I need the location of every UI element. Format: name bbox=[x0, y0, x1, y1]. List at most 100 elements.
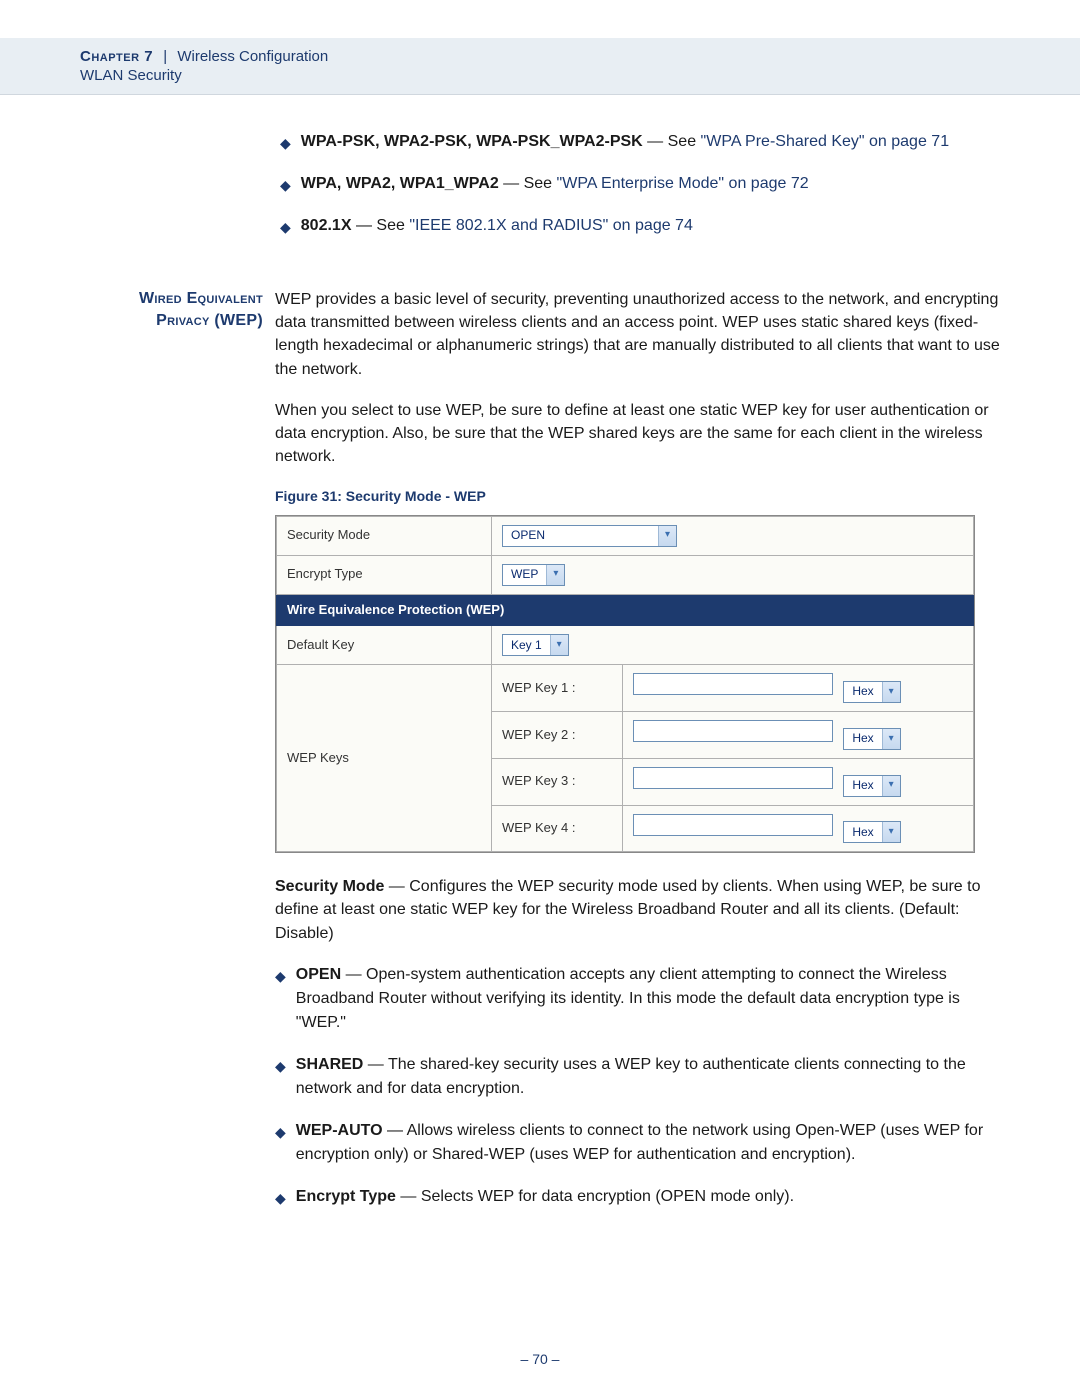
wep-key-1-input[interactable] bbox=[633, 673, 833, 695]
side-heading-line1: Wired Equivalent bbox=[139, 290, 263, 307]
chevron-down-icon: ▾ bbox=[882, 822, 900, 842]
chevron-down-icon: ▾ bbox=[882, 682, 900, 702]
select-value: WEP bbox=[503, 566, 546, 583]
select-value: Key 1 bbox=[503, 637, 550, 654]
diamond-bullet-icon: ◆ bbox=[275, 1122, 286, 1143]
list-item: ◆ WPA-PSK, WPA2-PSK, WPA-PSK_WPA2-PSK — … bbox=[280, 130, 1000, 154]
bullet-bold: 802.1X bbox=[301, 217, 352, 234]
wep-key-input-cell: Hex▾ bbox=[622, 712, 973, 758]
select-value: OPEN bbox=[503, 527, 553, 544]
page-footer: – 70 – bbox=[0, 1351, 1080, 1369]
header-subsection: WLAN Security bbox=[80, 67, 1080, 84]
para-bold-lead: Security Mode bbox=[275, 878, 384, 895]
section-body: WEP provides a basic level of security, … bbox=[275, 288, 1000, 1227]
select-value: Hex bbox=[844, 824, 881, 841]
bullet-bold: SHARED bbox=[296, 1056, 364, 1073]
chapter-label: Chapter 7 bbox=[80, 48, 153, 65]
section-side-heading: Wired Equivalent Privacy (WEP) bbox=[80, 288, 275, 331]
wep-key-4-input[interactable] bbox=[633, 814, 833, 836]
wep-key-row: WEP Key 3 : Hex▾ bbox=[492, 758, 974, 805]
table-row: Security Mode OPEN ▾ bbox=[277, 516, 974, 555]
diamond-bullet-icon: ◆ bbox=[275, 1188, 286, 1209]
wep-key-row: WEP Key 1 : Hex▾ bbox=[492, 665, 974, 712]
list-item: ◆ OPEN — Open-system authentication acce… bbox=[275, 963, 1000, 1035]
wep-key-input-cell: Hex▾ bbox=[622, 759, 973, 805]
table-row: Encrypt Type WEP ▾ bbox=[277, 555, 974, 594]
page-header: Chapter 7 | Wireless Configuration WLAN … bbox=[0, 38, 1080, 95]
bullet-rest: — Open-system authentication accepts any… bbox=[296, 966, 960, 1031]
wep-key-2-format-select[interactable]: Hex▾ bbox=[843, 728, 900, 750]
wep-key-3-format-select[interactable]: Hex▾ bbox=[843, 775, 900, 797]
table-row: Default Key Key 1 ▾ bbox=[277, 626, 974, 665]
wep-keys-label: WEP Keys bbox=[277, 665, 492, 852]
bullet-bold: WPA, WPA2, WPA1_WPA2 bbox=[301, 175, 499, 192]
field-cell: Key 1 ▾ bbox=[492, 626, 974, 665]
page-number: – 70 – bbox=[521, 1351, 560, 1367]
bullet-rest: — Selects WEP for data encryption (OPEN … bbox=[396, 1188, 794, 1205]
wep-key-row: WEP Key 4 : Hex▾ bbox=[492, 805, 974, 852]
diamond-bullet-icon: ◆ bbox=[275, 1056, 286, 1077]
cross-ref-link[interactable]: "WPA Pre-Shared Key" on page 71 bbox=[701, 133, 950, 150]
wep-key-3-input[interactable] bbox=[633, 767, 833, 789]
chevron-down-icon: ▾ bbox=[658, 526, 676, 546]
select-value: Hex bbox=[844, 683, 881, 700]
field-cell: WEP ▾ bbox=[492, 555, 974, 594]
list-item: ◆ WPA, WPA2, WPA1_WPA2 — See "WPA Enterp… bbox=[280, 172, 1000, 196]
list-item: ◆ 802.1X — See "IEEE 802.1X and RADIUS" … bbox=[280, 214, 1000, 238]
wep-key-label: WEP Key 1 : bbox=[492, 665, 622, 711]
wep-key-label: WEP Key 4 : bbox=[492, 806, 622, 852]
cross-ref-link[interactable]: "WPA Enterprise Mode" on page 72 bbox=[557, 175, 809, 192]
cross-ref-list: ◆ WPA-PSK, WPA2-PSK, WPA-PSK_WPA2-PSK — … bbox=[280, 130, 1000, 238]
wep-key-label: WEP Key 3 : bbox=[492, 759, 622, 805]
chevron-down-icon: ▾ bbox=[882, 776, 900, 796]
header-separator: | bbox=[163, 48, 167, 65]
figure-caption: Figure 31: Security Mode - WEP bbox=[275, 486, 1000, 506]
bullet-mid: — See bbox=[499, 175, 557, 192]
diamond-bullet-icon: ◆ bbox=[280, 133, 291, 154]
list-item: ◆ WEP-AUTO — Allows wireless clients to … bbox=[275, 1119, 1000, 1167]
wep-config-screenshot: Security Mode OPEN ▾ Encrypt Type bbox=[275, 515, 975, 854]
field-cell: OPEN ▾ bbox=[492, 516, 974, 555]
diamond-bullet-icon: ◆ bbox=[275, 966, 286, 987]
paragraph: WEP provides a basic level of security, … bbox=[275, 288, 1000, 381]
page-body: ◆ WPA-PSK, WPA2-PSK, WPA-PSK_WPA2-PSK — … bbox=[80, 130, 1000, 1237]
wep-key-input-cell: Hex▾ bbox=[622, 665, 973, 711]
list-item: ◆ SHARED — The shared-key security uses … bbox=[275, 1053, 1000, 1101]
cross-ref-link[interactable]: "IEEE 802.1X and RADIUS" on page 74 bbox=[409, 217, 693, 234]
bullet-rest: — Allows wireless clients to connect to … bbox=[296, 1122, 983, 1163]
encrypt-type-select[interactable]: WEP ▾ bbox=[502, 564, 565, 586]
bullet-mid: — See bbox=[352, 217, 410, 234]
paragraph: When you select to use WEP, be sure to d… bbox=[275, 399, 1000, 469]
wep-key-label: WEP Key 2 : bbox=[492, 712, 622, 758]
bullet-bold: Encrypt Type bbox=[296, 1188, 396, 1205]
list-item: ◆ Encrypt Type — Selects WEP for data en… bbox=[275, 1185, 1000, 1209]
bullet-bold: WPA-PSK, WPA2-PSK, WPA-PSK_WPA2-PSK bbox=[301, 133, 643, 150]
section-header-cell: Wire Equivalence Protection (WEP) bbox=[277, 594, 974, 626]
chevron-down-icon: ▾ bbox=[546, 565, 564, 585]
field-label: Encrypt Type bbox=[277, 555, 492, 594]
table-section-header: Wire Equivalence Protection (WEP) bbox=[277, 594, 974, 626]
wep-key-row: WEP Key 2 : Hex▾ bbox=[492, 712, 974, 759]
field-label: Default Key bbox=[277, 626, 492, 665]
field-label: Security Mode bbox=[277, 516, 492, 555]
paragraph: Security Mode — Configures the WEP secur… bbox=[275, 875, 1000, 945]
diamond-bullet-icon: ◆ bbox=[280, 175, 291, 196]
table-row: WEP Keys WEP Key 1 : Hex▾ bbox=[277, 665, 974, 712]
select-value: Hex bbox=[844, 777, 881, 794]
chevron-down-icon: ▾ bbox=[550, 635, 568, 655]
wep-key-4-format-select[interactable]: Hex▾ bbox=[843, 821, 900, 843]
chevron-down-icon: ▾ bbox=[882, 729, 900, 749]
wep-key-input-cell: Hex▾ bbox=[622, 806, 973, 852]
bullet-mid: — See bbox=[643, 133, 701, 150]
default-key-select[interactable]: Key 1 ▾ bbox=[502, 634, 569, 656]
wep-key-2-input[interactable] bbox=[633, 720, 833, 742]
bullet-bold: WEP-AUTO bbox=[296, 1122, 383, 1139]
security-mode-select[interactable]: OPEN ▾ bbox=[502, 525, 677, 547]
wep-key-1-format-select[interactable]: Hex▾ bbox=[843, 681, 900, 703]
select-value: Hex bbox=[844, 730, 881, 747]
bullet-bold: OPEN bbox=[296, 966, 341, 983]
side-heading-line2: Privacy (WEP) bbox=[156, 312, 263, 329]
header-section: Wireless Configuration bbox=[177, 48, 328, 65]
diamond-bullet-icon: ◆ bbox=[280, 217, 291, 238]
bullet-rest: — The shared-key security uses a WEP key… bbox=[296, 1056, 966, 1097]
